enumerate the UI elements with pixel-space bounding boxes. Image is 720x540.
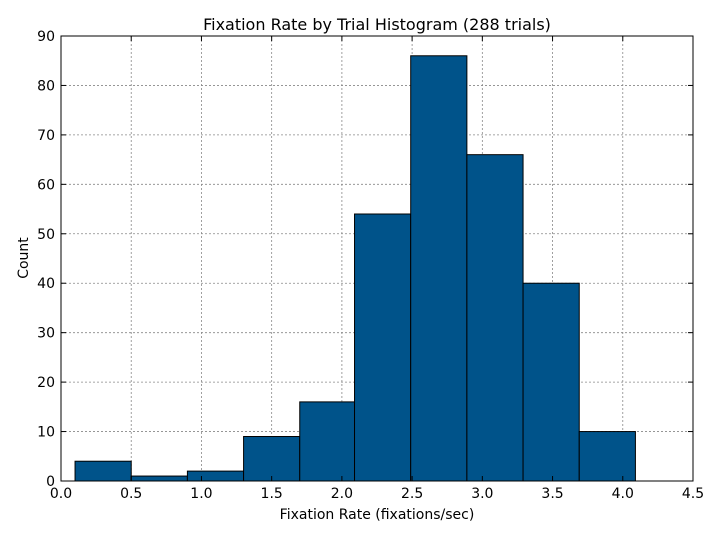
x-tick-label: 3.5 [541,486,563,502]
y-tick-label: 20 [37,375,55,391]
histogram-bar [243,436,301,482]
x-tick-label: 0.5 [120,486,142,502]
x-tick-label: 2.0 [331,486,353,502]
y-tick-label: 60 [37,177,55,193]
x-tick-label: 0.0 [50,486,72,502]
y-axis-label: Count [16,237,32,279]
histogram-bar [578,431,636,482]
x-axis-label: Fixation Rate (fixations/sec) [280,507,475,523]
histogram-bar [130,475,188,482]
y-tick-label: 90 [37,29,55,45]
x-tick-label: 3.0 [471,486,493,502]
y-tick-label: 70 [37,128,55,144]
histogram-bar [466,154,524,482]
x-tick-label: 1.0 [190,486,212,502]
chart-title: Fixation Rate by Trial Histogram (288 tr… [203,15,551,34]
y-tick-label: 10 [37,425,55,441]
plot-frame [60,35,694,482]
y-tick-label: 30 [37,326,55,342]
y-tick-label: 40 [37,276,55,292]
histogram-bar [354,213,412,482]
x-tick-label: 4.0 [612,486,634,502]
axis-ticks [60,35,694,482]
y-tick-label: 50 [37,227,55,243]
histogram-bar [410,55,468,482]
histogram-bar [74,460,132,482]
x-tick-label: 1.5 [261,486,283,502]
histogram-bar [522,282,580,482]
x-tick-label: 4.5 [682,486,704,502]
y-tick-label: 80 [37,78,55,94]
histogram-bars [74,55,636,482]
x-tick-label: 2.5 [401,486,423,502]
y-tick-label: 0 [46,474,55,490]
histogram-bar [299,401,356,482]
histogram-bar [186,470,245,482]
